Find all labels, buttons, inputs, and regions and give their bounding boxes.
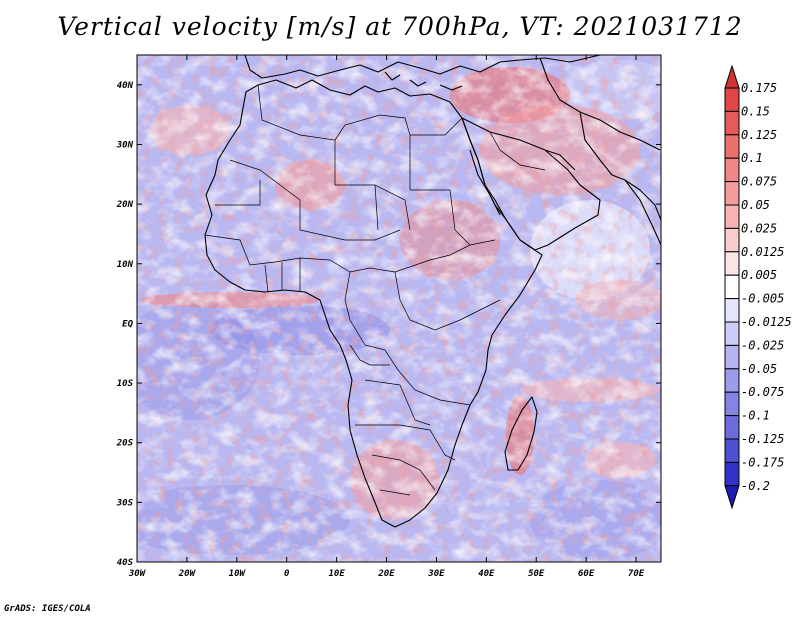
colorbar-label: -0.0125 — [741, 315, 792, 329]
x-tick-label: 0 — [284, 569, 290, 579]
colorbar-swatch — [724, 251, 740, 276]
country-borders — [204, 84, 546, 496]
colorbar-swatch — [724, 461, 740, 487]
colorbar-label: 0.05 — [741, 198, 770, 212]
colorbar-swatch — [724, 227, 740, 253]
colorbar-bottom-arrow — [724, 485, 740, 510]
colorbar-label: -0.005 — [741, 292, 784, 306]
colorbar-swatch — [724, 181, 740, 206]
axis-ticks: 30W 20W 10W 0 10E 20E 30E 40E 50E 60E 70E 40N 30N 20N… — [116, 55, 661, 579]
y-tick-label: EQ — [122, 319, 133, 329]
colorbar-swatch — [724, 274, 740, 300]
colorbar-label: 0.15 — [741, 104, 770, 118]
colorbar-swatch — [724, 87, 740, 112]
y-tick-label: 30S — [116, 498, 134, 508]
y-tick-label: 20S — [116, 439, 134, 449]
y-tick-label: 40N — [117, 81, 134, 91]
colorbar-label: 0.0125 — [741, 245, 784, 259]
x-tick-label: 40E — [478, 569, 495, 579]
colorbar-swatch — [724, 438, 740, 463]
colorbar-swatch — [724, 415, 740, 440]
colorbar-swatch — [724, 368, 740, 393]
colorbar-label: -0.2 — [741, 479, 770, 493]
colorbar-label: 0.175 — [741, 81, 777, 95]
colorbar-swatch — [724, 157, 740, 183]
colorbar-swatch — [724, 391, 740, 417]
y-tick-label: 30N — [116, 140, 134, 150]
colorbar-label: -0.025 — [741, 338, 784, 352]
colorbar-top-arrow — [724, 64, 740, 89]
colorbar-swatch — [724, 204, 740, 229]
x-tick-label: 30W — [128, 569, 147, 579]
y-tick-label: 40S — [117, 558, 134, 568]
colorbar-swatch — [724, 321, 740, 346]
map-title: Vertical velocity [m/s] at 700hPa, VT: 2… — [57, 12, 743, 41]
colorbar-label: 0.025 — [741, 221, 777, 235]
colorbar-label: -0.125 — [741, 432, 784, 446]
coastlines — [204, 55, 661, 528]
colorbar-label: -0.175 — [741, 455, 784, 469]
plot-frame — [136, 54, 662, 563]
colorbar-swatch — [724, 134, 740, 159]
grads-credit: GrADS: IGES/COLA — [4, 604, 91, 614]
colorbar-label: 0.075 — [741, 175, 777, 189]
x-tick-label: 50E — [528, 569, 545, 579]
y-tick-label: 10S — [117, 379, 134, 389]
colorbar-label: 0.005 — [741, 268, 777, 282]
colorbar-label: 0.125 — [741, 128, 777, 142]
colorbar-label: 0.1 — [741, 151, 763, 165]
colorbar-label: -0.1 — [741, 409, 770, 423]
y-tick-label: 20N — [116, 200, 134, 210]
colorbar-label: -0.05 — [741, 362, 777, 376]
x-tick-label: 20E — [377, 569, 395, 579]
velocity-field — [137, 55, 661, 562]
x-tick-label: 10E — [328, 569, 345, 579]
x-tick-label: 60E — [578, 569, 595, 579]
y-tick-label: 10N — [117, 260, 134, 270]
colorbar-swatch — [724, 344, 740, 370]
x-tick-label: 30E — [427, 569, 445, 579]
colorbar-swatch — [724, 110, 740, 136]
colorbar-label: -0.075 — [741, 385, 784, 399]
x-tick-label: 70E — [628, 569, 645, 579]
x-tick-label: 20W — [178, 569, 197, 579]
colorbar-swatch — [724, 298, 740, 323]
x-tick-label: 10W — [229, 569, 247, 579]
